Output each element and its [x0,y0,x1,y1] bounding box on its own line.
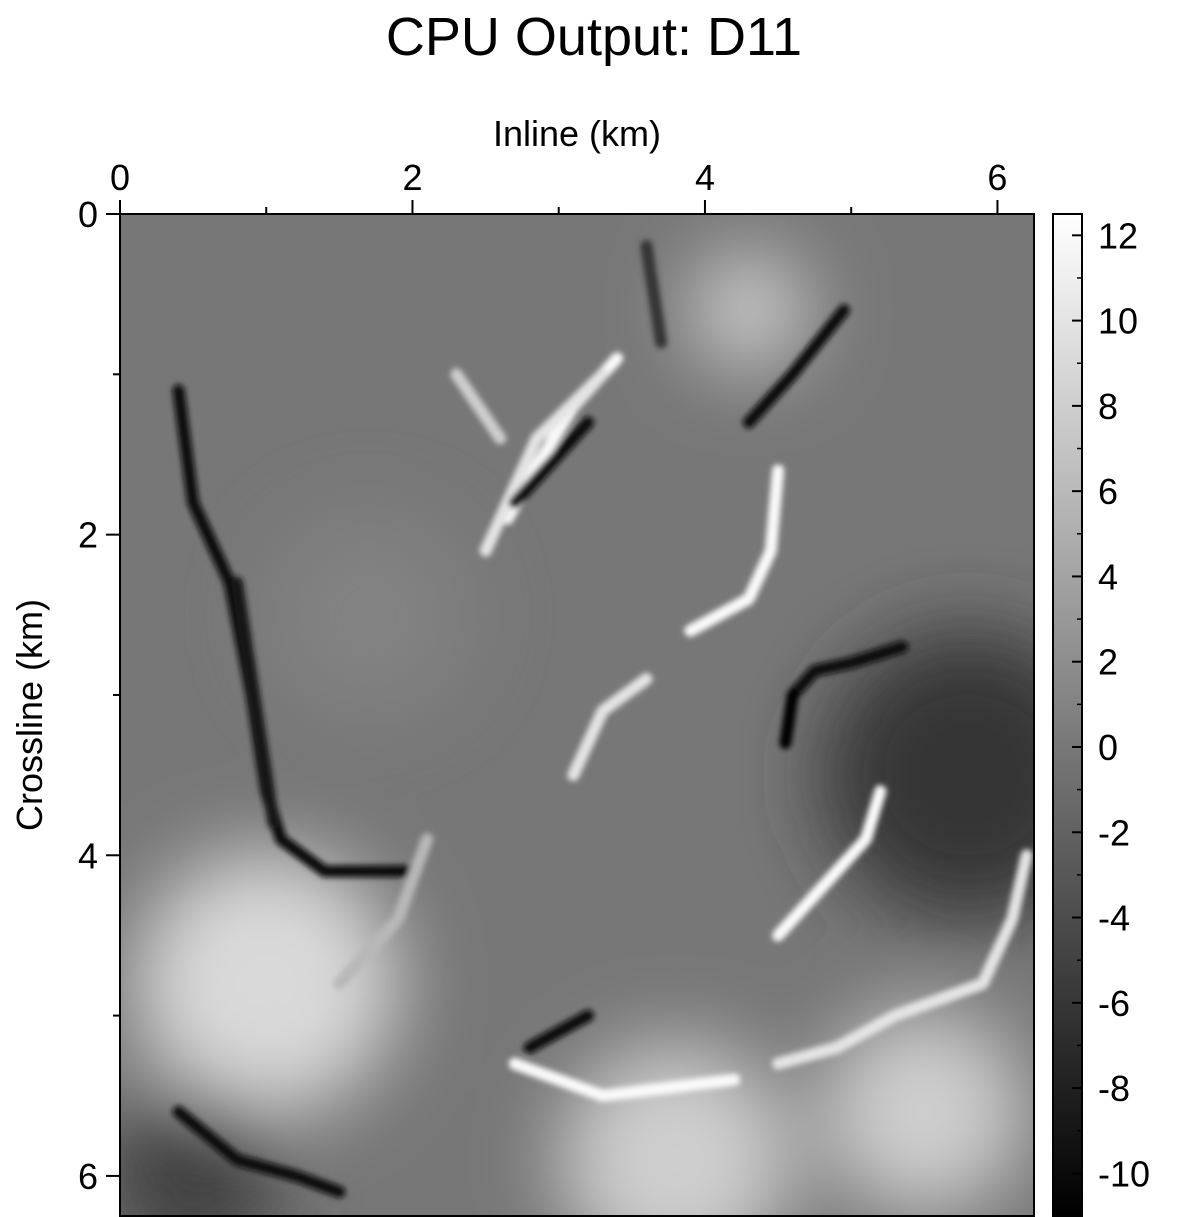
heatmap-region [821,1009,1027,1215]
colorbar-tick-label: 2 [1098,642,1118,683]
heatmap-feature [231,576,280,830]
colorbar-tick-label: 6 [1098,471,1118,512]
heatmap-feature [333,833,434,990]
heatmap-region [134,851,398,1116]
y-tick-label: 6 [78,1156,98,1197]
x-tick-label: 2 [402,157,422,198]
y-tick-label: 0 [78,194,98,235]
colorbar-tick-label: -10 [1098,1153,1150,1194]
y-tick-label: 4 [78,835,98,876]
heatmap-feature [742,304,850,429]
heatmap-region [120,1088,281,1216]
colorbar-tick-label: 8 [1098,386,1118,427]
heatmap-feature [479,368,609,557]
heatmap-feature [508,1057,741,1102]
heatmap-feature [640,240,668,349]
x-tick-label: 0 [110,157,130,198]
heatmap-feature [779,689,799,750]
heatmap-region [266,512,471,718]
heatmap-region [690,251,808,369]
heatmap-region [821,628,1034,922]
heatmap-feature [684,464,785,637]
heatmap-region [558,1042,793,1216]
x-axis-label: Inline (km) [492,113,662,154]
y-axis: 0 2 4 6 [78,194,120,1197]
colorbar-tick-label: 0 [1098,727,1118,768]
heatmap-feature [523,1009,594,1054]
colorbar-scale [1052,213,1083,1217]
x-tick-label: 6 [987,157,1007,198]
heatmap-feature [772,785,887,942]
x-axis: 0 2 4 6 [110,157,1007,214]
heatmap-feature [567,672,653,782]
chart-title: CPU Output: D11 [385,7,803,67]
heatmap-image [120,214,1034,1216]
colorbar-tick-label: -6 [1098,983,1130,1024]
y-tick-label: 2 [78,515,98,556]
plot-frame [119,213,1035,1217]
heatmap-feature [450,368,507,445]
colorbar-tick-label: -4 [1098,898,1130,939]
colorbar-tick-label: 4 [1098,556,1118,597]
heatmap-feature [786,640,909,701]
heatmap-feature [508,416,594,509]
heatmap-feature [772,849,1033,1070]
colorbar-tick-label: -2 [1098,812,1130,853]
colorbar-tick-label: 10 [1098,301,1138,342]
colorbar-tick-label: 12 [1098,215,1138,256]
heatmap-feature [172,1105,346,1198]
colorbar-tick-label: -8 [1098,1068,1130,1109]
x-tick-label: 4 [695,157,715,198]
colorbar-axis: 12 10 8 6 4 2 0 -2 -4 -6 -8 -10 [1072,215,1150,1217]
